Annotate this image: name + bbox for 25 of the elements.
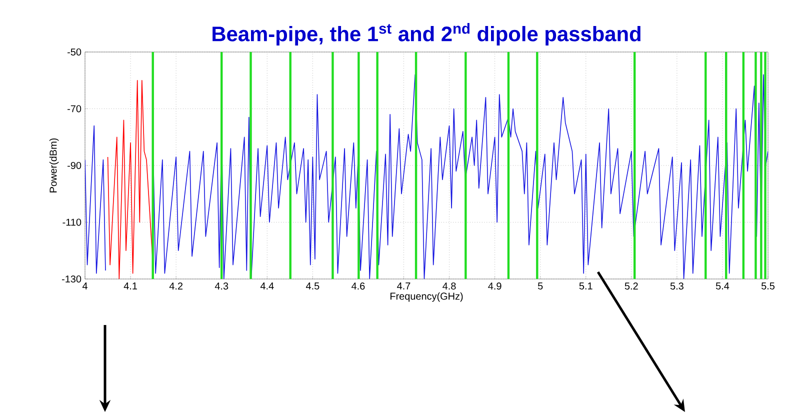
y-tick-label: -90 — [68, 162, 82, 170]
y-tick-label: -70 — [68, 105, 82, 112]
x-tick-label: 5.2 — [624, 282, 638, 290]
y-tick-label: -50 — [68, 48, 82, 56]
x-tick-label: 4.4 — [260, 282, 274, 290]
x-tick-label: 4.2 — [169, 282, 183, 290]
x-tick-label: 5.5 — [761, 282, 775, 290]
y-tick-label: -130 — [62, 275, 82, 283]
x-tick-label: 4 — [82, 282, 88, 290]
x-axis-title: Frequency(GHz) — [390, 292, 463, 302]
x-tick-label: 4.3 — [214, 282, 228, 290]
x-tick-label: 4.6 — [352, 282, 365, 290]
y-axis-title: Power(dBm) — [49, 138, 59, 192]
x-tick-label: 4.9 — [488, 282, 502, 290]
x-tick-label: 4.1 — [124, 282, 137, 290]
x-tick-label: 4.5 — [306, 282, 320, 290]
x-tick-label: 5.1 — [579, 282, 592, 290]
x-tick-label: 5.4 — [716, 282, 730, 290]
chart-title: Beam-pipe, the 1$^{st}$ and 2$^{nd}$ dipole passband — [212, 23, 640, 46]
x-tick-label: 4.7 — [397, 282, 410, 290]
y-tick-label: -110 — [62, 218, 82, 226]
line-series — [107, 80, 154, 279]
x-tick-label: 5 — [538, 282, 543, 290]
x-tick-label: 5.3 — [670, 282, 684, 290]
x-tick-label: 4.8 — [442, 282, 456, 290]
